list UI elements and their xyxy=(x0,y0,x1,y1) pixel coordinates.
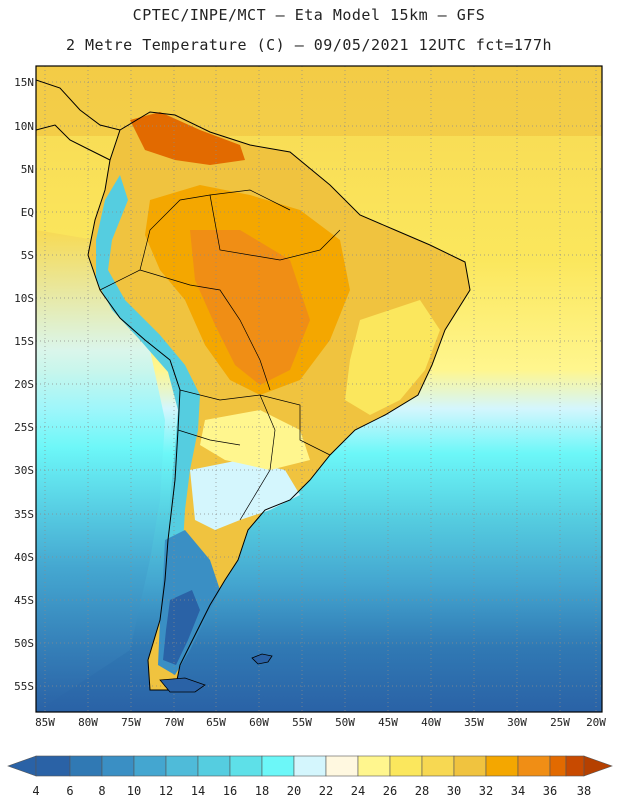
lon-label: 35W xyxy=(464,716,484,729)
lat-label: 40S xyxy=(14,551,34,564)
interior-hotter xyxy=(190,230,310,385)
lat-label: 15N xyxy=(14,76,34,89)
colorbar-label: 14 xyxy=(190,784,206,798)
lon-label: 50W xyxy=(335,716,355,729)
lon-label: 55W xyxy=(292,716,312,729)
colorbar-bin xyxy=(69,755,103,777)
colorbar-label: 30 xyxy=(446,784,462,798)
lat-label: 45S xyxy=(14,594,34,607)
colorbar-label: 6 xyxy=(66,784,74,798)
colorbar-label: 10 xyxy=(126,784,142,798)
lat-label: EQ xyxy=(20,206,34,219)
colorbar-bin xyxy=(565,755,585,777)
colorbar-label: 36 xyxy=(542,784,558,798)
colorbar-bin xyxy=(165,755,199,777)
lat-label: 50S xyxy=(14,637,34,650)
central-america xyxy=(36,79,121,161)
lat-label: 10S xyxy=(14,292,34,305)
lon-label: 30W xyxy=(507,716,527,729)
colorbar-low-arrow xyxy=(7,755,37,777)
lat-label: 5S xyxy=(20,249,34,262)
lon-label: 25W xyxy=(550,716,570,729)
colorbar-label: 16 xyxy=(222,784,238,798)
colorbar-bin xyxy=(549,755,567,777)
colorbar-label: 12 xyxy=(158,784,174,798)
map-frame xyxy=(35,65,603,713)
tierra-del-fuego xyxy=(159,677,206,693)
lon-label: 75W xyxy=(121,716,141,729)
colorbar-label: 28 xyxy=(414,784,430,798)
colorbar-label: 24 xyxy=(350,784,366,798)
colorbar-bin xyxy=(229,755,263,777)
colorbar-label: 8 xyxy=(98,784,106,798)
brazil-coast-mild xyxy=(345,300,440,415)
colorbar-bin xyxy=(357,755,391,777)
colorbar-label: 38 xyxy=(576,784,592,798)
lon-label: 80W xyxy=(78,716,98,729)
colorbar-bin xyxy=(197,755,231,777)
venezuela-hot xyxy=(130,112,245,165)
lat-label: 35S xyxy=(14,508,34,521)
colorbar-bin xyxy=(133,755,167,777)
colorbar-bin xyxy=(261,755,295,777)
lon-label: 40W xyxy=(421,716,441,729)
colorbar-bin xyxy=(517,755,551,777)
colorbar-bin xyxy=(35,755,71,777)
colorbar-label: 20 xyxy=(286,784,302,798)
patagonia-cold xyxy=(163,590,200,665)
colorbar xyxy=(7,755,613,777)
lat-label: 25S xyxy=(14,421,34,434)
lat-label: 30S xyxy=(14,464,34,477)
pacific-field xyxy=(36,230,165,712)
colorbar-label: 32 xyxy=(478,784,494,798)
pampas-mild xyxy=(190,460,300,530)
colorbar-bin xyxy=(453,755,487,777)
colorbar-bin xyxy=(389,755,423,777)
title-line-1: CPTEC/INPE/MCT – Eta Model 15km – GFS xyxy=(132,6,486,24)
map-field xyxy=(36,66,602,712)
lon-label: 85W xyxy=(35,716,55,729)
lat-label: 15S xyxy=(14,335,34,348)
colorbar-bin xyxy=(101,755,135,777)
colorbar-label: 18 xyxy=(254,784,270,798)
pampas-warm xyxy=(200,410,310,470)
lon-label: 70W xyxy=(164,716,184,729)
colorbar-high-arrow xyxy=(583,755,613,777)
colorbar-bin xyxy=(421,755,455,777)
colorbar-label: 26 xyxy=(382,784,398,798)
falklands xyxy=(251,653,273,665)
colorbar-bin xyxy=(325,755,359,777)
lon-label: 20W xyxy=(586,716,606,729)
colorbar-label: 22 xyxy=(318,784,334,798)
lon-label: 45W xyxy=(378,716,398,729)
lon-label: 60W xyxy=(249,716,269,729)
lon-label: 65W xyxy=(206,716,226,729)
coastline xyxy=(87,111,471,691)
country-borders xyxy=(99,189,341,521)
colorbar-label: 34 xyxy=(510,784,526,798)
colorbar-bin xyxy=(485,755,519,777)
colorbar-bin xyxy=(293,755,327,777)
lat-label: 5N xyxy=(20,163,34,176)
lat-label: 55S xyxy=(14,680,34,693)
title-line-2: 2 Metre Temperature (C) – 09/05/2021 12U… xyxy=(65,36,553,54)
lat-label: 20S xyxy=(14,378,34,391)
caribbean-field xyxy=(36,66,602,136)
lat-label: 10N xyxy=(14,120,34,133)
colorbar-label: 4 xyxy=(32,784,40,798)
